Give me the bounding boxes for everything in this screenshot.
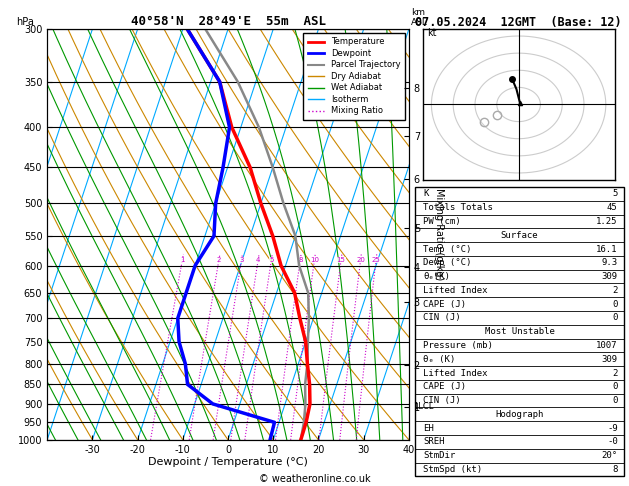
Text: 20: 20 (356, 257, 365, 263)
Text: K: K (423, 190, 429, 198)
Text: 10: 10 (310, 257, 319, 263)
Text: StmDir: StmDir (423, 451, 456, 460)
Text: -0: -0 (607, 437, 618, 446)
Text: Lifted Index: Lifted Index (423, 368, 488, 378)
Text: Hodograph: Hodograph (496, 410, 543, 419)
Text: CAPE (J): CAPE (J) (423, 300, 467, 309)
Text: θₑ (K): θₑ (K) (423, 355, 456, 364)
Text: EH: EH (423, 424, 434, 433)
Text: 45: 45 (607, 203, 618, 212)
Text: θₑ(K): θₑ(K) (423, 272, 450, 281)
Text: 0: 0 (612, 300, 618, 309)
Text: hPa: hPa (16, 17, 35, 27)
Text: kt: kt (427, 28, 437, 38)
Text: 15: 15 (337, 257, 345, 263)
Text: -9: -9 (607, 424, 618, 433)
Text: Totals Totals: Totals Totals (423, 203, 493, 212)
Text: © weatheronline.co.uk: © weatheronline.co.uk (259, 473, 370, 484)
Text: 1LCL: 1LCL (413, 402, 433, 411)
Legend: Temperature, Dewpoint, Parcel Trajectory, Dry Adiabat, Wet Adiabat, Isotherm, Mi: Temperature, Dewpoint, Parcel Trajectory… (303, 34, 404, 120)
Text: Surface: Surface (501, 231, 538, 240)
Text: 25: 25 (372, 257, 381, 263)
Text: 5: 5 (269, 257, 274, 263)
Text: 1007: 1007 (596, 341, 618, 350)
X-axis label: Dewpoint / Temperature (°C): Dewpoint / Temperature (°C) (148, 457, 308, 468)
Text: km
ASL: km ASL (411, 8, 428, 27)
Text: 07.05.2024  12GMT  (Base: 12): 07.05.2024 12GMT (Base: 12) (415, 16, 621, 29)
Text: 309: 309 (601, 272, 618, 281)
Text: Pressure (mb): Pressure (mb) (423, 341, 493, 350)
Text: 309: 309 (601, 355, 618, 364)
Text: 0: 0 (612, 382, 618, 391)
Text: 2: 2 (612, 368, 618, 378)
Text: Temp (°C): Temp (°C) (423, 244, 472, 254)
Text: Most Unstable: Most Unstable (484, 327, 555, 336)
Text: 16.1: 16.1 (596, 244, 618, 254)
Title: 40°58'N  28°49'E  55m  ASL: 40°58'N 28°49'E 55m ASL (130, 15, 326, 28)
Text: 1: 1 (180, 257, 185, 263)
Text: 5: 5 (612, 190, 618, 198)
Text: Lifted Index: Lifted Index (423, 286, 488, 295)
Text: 0: 0 (612, 313, 618, 322)
Text: 8: 8 (612, 465, 618, 474)
Text: SREH: SREH (423, 437, 445, 446)
Text: CIN (J): CIN (J) (423, 396, 461, 405)
Text: 3: 3 (239, 257, 244, 263)
Text: CIN (J): CIN (J) (423, 313, 461, 322)
Text: 1.25: 1.25 (596, 217, 618, 226)
Text: PW (cm): PW (cm) (423, 217, 461, 226)
Y-axis label: Mixing Ratio (g/kg): Mixing Ratio (g/kg) (434, 189, 444, 280)
Text: 2: 2 (612, 286, 618, 295)
Text: StmSpd (kt): StmSpd (kt) (423, 465, 482, 474)
Text: 20°: 20° (601, 451, 618, 460)
Text: 9.3: 9.3 (601, 259, 618, 267)
Text: 2: 2 (217, 257, 221, 263)
Text: Dewp (°C): Dewp (°C) (423, 259, 472, 267)
Text: 4: 4 (256, 257, 260, 263)
Text: CAPE (J): CAPE (J) (423, 382, 467, 391)
Text: 0: 0 (612, 396, 618, 405)
Text: 8: 8 (298, 257, 303, 263)
